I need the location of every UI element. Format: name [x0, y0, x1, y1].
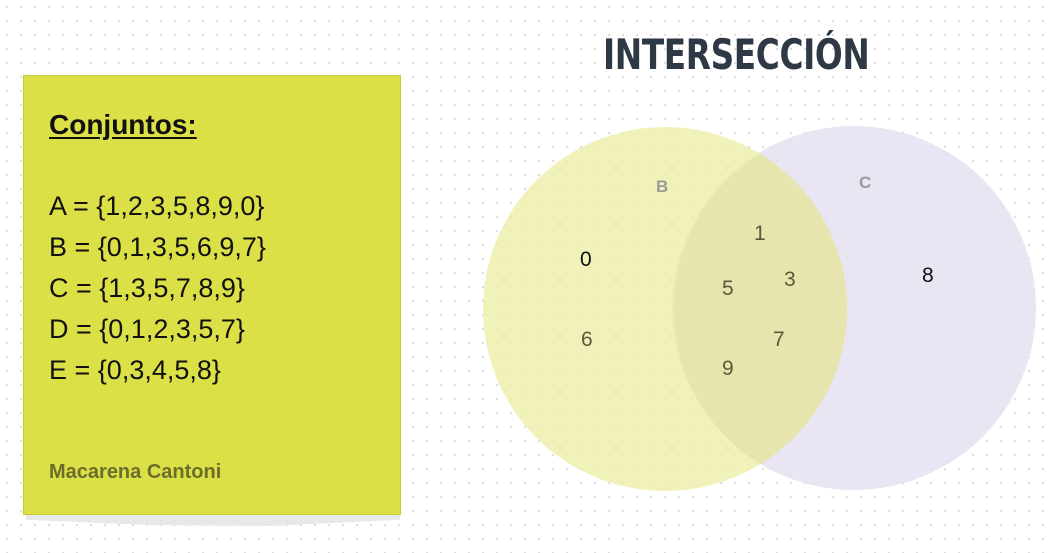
- note-shadow: [26, 512, 400, 526]
- set-b-label: B: [656, 177, 668, 196]
- set-list: A = {1,2,3,5,8,9,0} B = {0,1,3,5,6,9,7} …: [49, 186, 266, 391]
- element-intersection-3: 7: [773, 328, 785, 351]
- element-b-only-0: 0: [580, 248, 592, 271]
- venn-diagram: B C 0 6 1 3 5 7 9 8: [483, 126, 1036, 491]
- page-title: INTERSECCIÓN: [603, 30, 870, 79]
- set-c-label: C: [859, 173, 871, 192]
- note-heading: Conjuntos:: [49, 109, 197, 140]
- element-intersection-0: 1: [754, 222, 766, 245]
- element-intersection-1: 3: [784, 268, 796, 291]
- sets-note: Conjuntos: A = {1,2,3,5,8,9,0} B = {0,1,…: [23, 75, 401, 515]
- set-c-definition: C = {1,3,5,7,8,9}: [49, 273, 245, 303]
- author-name: Macarena Cantoni: [49, 461, 222, 483]
- set-a-definition: A = {1,2,3,5,8,9,0}: [49, 191, 265, 221]
- venn-intersection: [673, 154, 848, 464]
- set-e-definition: E = {0,3,4,5,8}: [49, 355, 221, 385]
- set-b-definition: B = {0,1,3,5,6,9,7}: [49, 232, 266, 262]
- element-b-only-1: 6: [581, 328, 593, 351]
- set-d-definition: D = {0,1,2,3,5,7}: [49, 314, 245, 344]
- venn-circle-b: [483, 127, 847, 491]
- element-intersection-2: 5: [722, 277, 734, 300]
- element-intersection-4: 9: [722, 357, 734, 380]
- element-c-only-0: 8: [922, 264, 934, 287]
